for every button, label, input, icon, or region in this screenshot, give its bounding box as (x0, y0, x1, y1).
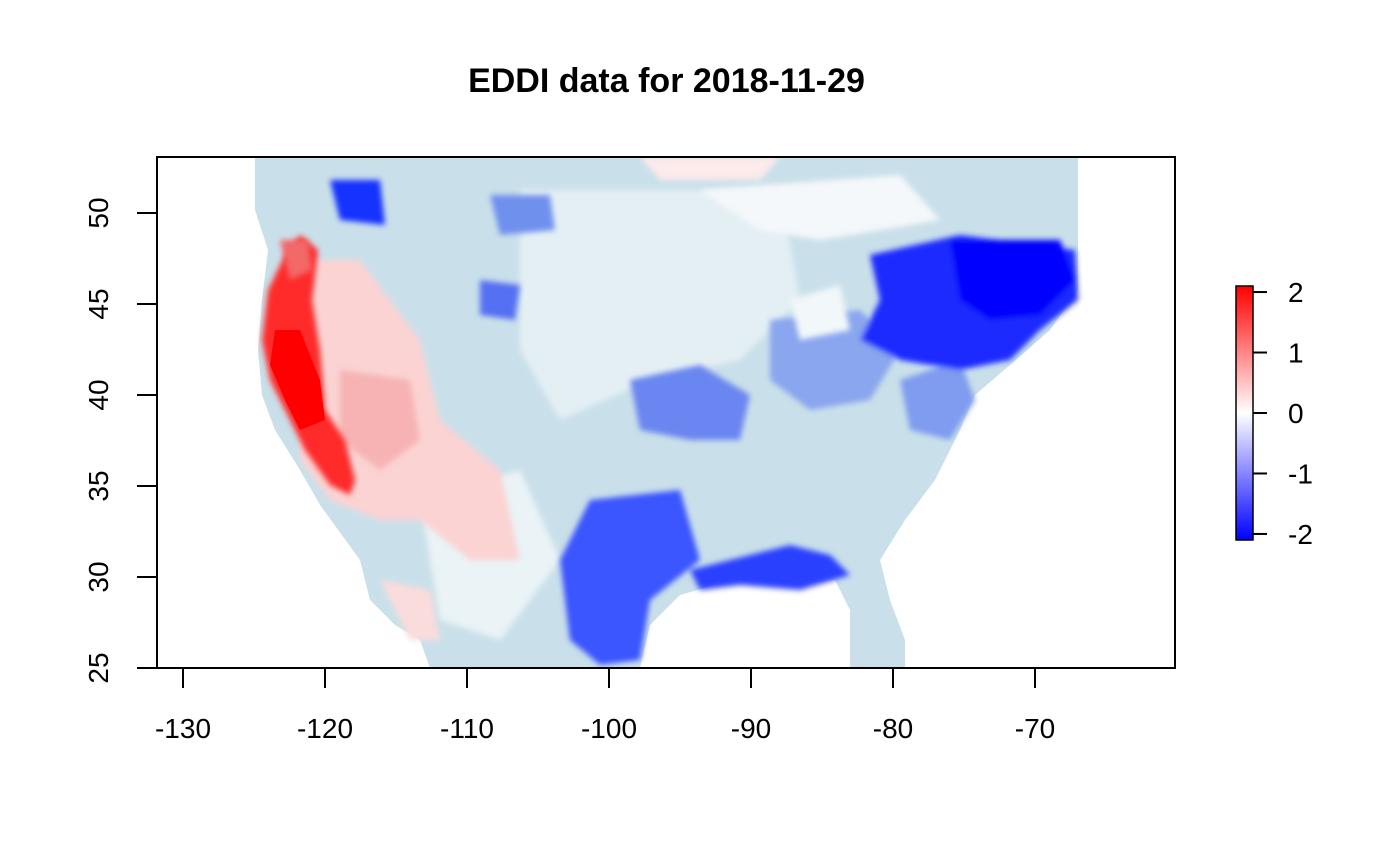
x-axis: -130 -120 -110 -100 -90 -80 -70 (155, 667, 1055, 744)
x-tick-label: -70 (1015, 713, 1055, 744)
colorbar-tick-label: -1 (1288, 458, 1313, 489)
y-tick-label: 35 (83, 470, 114, 501)
x-tick-label: -130 (155, 713, 211, 744)
x-tick-label: -100 (581, 713, 637, 744)
y-tick-label: 45 (83, 288, 114, 319)
colorbar-gradient (1235, 285, 1254, 541)
x-tick-label: -120 (297, 713, 353, 744)
colorbar-tick-label: 2 (1288, 277, 1304, 308)
y-tick-label: 25 (83, 652, 114, 683)
colorbar-tick-label: 1 (1288, 338, 1304, 369)
chart-title: EDDI data for 2018-11-29 (468, 62, 865, 100)
plains-light (520, 190, 800, 420)
colorbar-ticks: 2 1 0 -1 -2 (1253, 277, 1313, 550)
x-tick-label: -80 (873, 713, 913, 744)
blue-anomalies (330, 180, 1078, 665)
colorbar-tick-label: -2 (1288, 519, 1313, 550)
x-tick-label: -90 (731, 713, 771, 744)
light-patches (640, 157, 940, 340)
y-tick-label: 30 (83, 561, 114, 592)
map-raster (255, 157, 1078, 668)
colorbar: 2 1 0 -1 -2 (1235, 277, 1313, 550)
y-tick-label: 50 (83, 197, 114, 228)
y-axis: 25 30 35 40 45 50 (83, 197, 158, 684)
y-tick-label: 40 (83, 379, 114, 410)
colorbar-tick-label: 0 (1288, 398, 1304, 429)
x-tick-label: -110 (440, 713, 494, 744)
